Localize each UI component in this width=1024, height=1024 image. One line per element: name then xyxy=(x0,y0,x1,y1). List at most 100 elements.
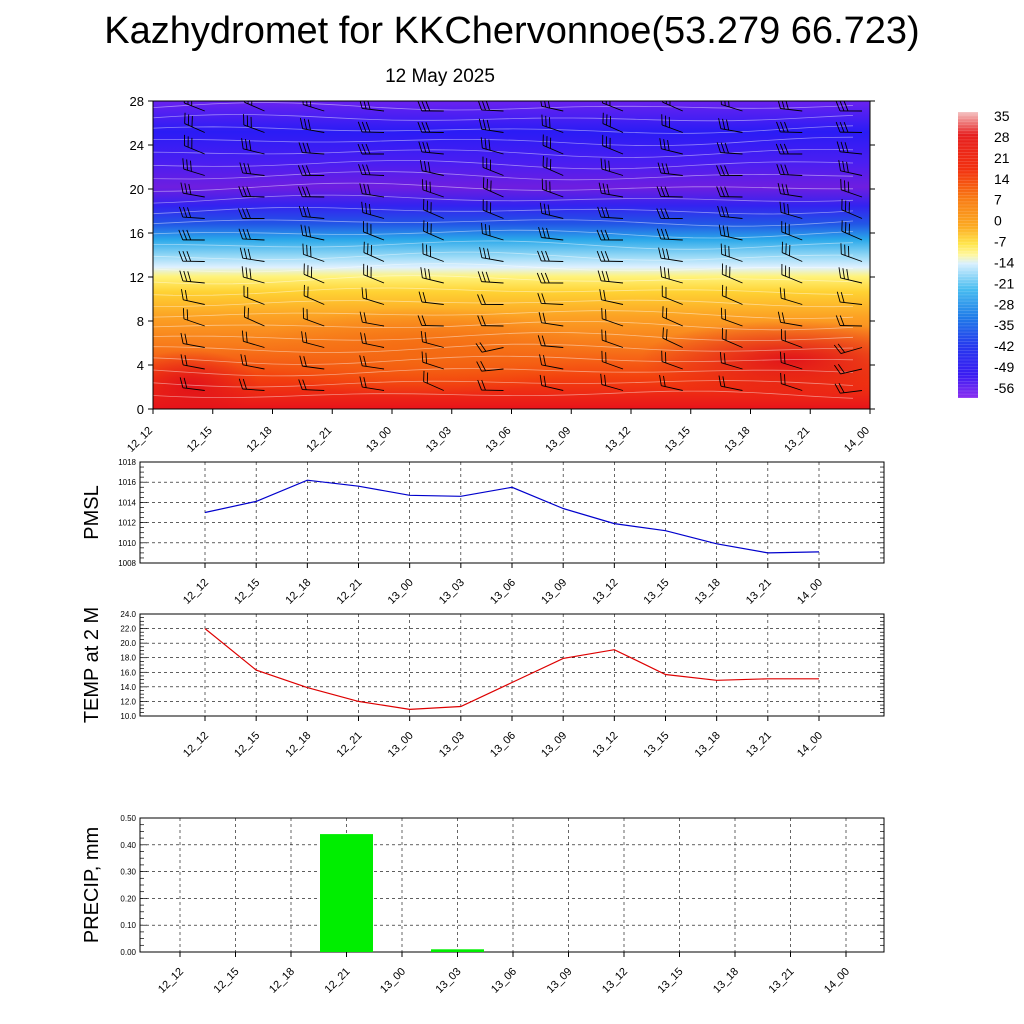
barb-flag xyxy=(542,155,544,167)
barb-flag xyxy=(547,101,551,109)
barb-flag xyxy=(303,356,307,367)
barb-flag xyxy=(837,343,846,353)
wind-barb xyxy=(181,289,205,305)
barb-flag xyxy=(417,121,423,133)
wind-barb xyxy=(299,118,325,133)
colorbar-label: 14 xyxy=(994,171,1010,187)
barb-flag xyxy=(841,199,843,210)
barb-flag xyxy=(596,250,602,262)
barb-flag xyxy=(665,307,668,319)
wind-barb xyxy=(359,311,385,327)
y-tick-label: 0.00 xyxy=(120,948,136,957)
barb-flag xyxy=(120,203,126,214)
wind-barb xyxy=(301,331,325,348)
barb-flag xyxy=(242,228,247,240)
wind-barb xyxy=(179,206,205,219)
contour-line xyxy=(153,320,854,331)
barb-flag xyxy=(305,186,311,197)
wind-barb xyxy=(243,101,265,112)
barb-flag xyxy=(248,139,252,151)
x-tick-label: 13_09 xyxy=(545,966,575,996)
barb-flag xyxy=(725,329,727,341)
barb-flag xyxy=(243,162,248,174)
barb-flag xyxy=(187,271,192,282)
wind-barb xyxy=(118,338,145,350)
wind-barb xyxy=(539,374,564,391)
wind-barb xyxy=(182,308,205,327)
barb-flag xyxy=(426,222,429,233)
wind-barb xyxy=(297,165,325,176)
barb-flag xyxy=(363,355,367,367)
wind-barbs xyxy=(118,101,863,394)
wind-barb xyxy=(357,121,385,133)
barb-flag xyxy=(301,186,307,197)
barb-flag xyxy=(482,199,484,211)
barb-flag xyxy=(840,292,845,303)
barb-flag xyxy=(481,294,486,305)
x-tick-label: 12_18 xyxy=(267,966,297,996)
barb-flag xyxy=(541,114,543,126)
barb-flag xyxy=(179,377,184,388)
barb-flag xyxy=(667,140,670,151)
wind-barb xyxy=(482,156,504,176)
barb-flag xyxy=(187,101,189,105)
barb-flag xyxy=(365,202,368,214)
barb-flag xyxy=(477,271,482,282)
barb-staff xyxy=(123,303,145,304)
barb-flag xyxy=(545,115,547,127)
barb-flag xyxy=(718,224,722,236)
x-tick-label: 13_09 xyxy=(539,577,569,607)
barb-flag xyxy=(178,250,184,262)
barb-flag xyxy=(486,158,488,169)
wind-barb xyxy=(834,383,863,394)
barb-flag xyxy=(541,335,546,347)
barb-flag xyxy=(485,101,490,111)
x-tick-label: 13_18 xyxy=(711,966,741,996)
barb-flag xyxy=(784,121,789,133)
wind-barb xyxy=(420,160,444,176)
barb-flag xyxy=(123,273,127,283)
wind-barb xyxy=(480,137,504,155)
wind-barb xyxy=(601,329,624,348)
colorbar-label: 0 xyxy=(994,213,1002,229)
barb-flag xyxy=(247,163,252,174)
barb-flag xyxy=(719,352,722,363)
barb-flag xyxy=(541,293,546,304)
barb-flag xyxy=(477,294,482,305)
wind-barb xyxy=(482,199,504,219)
wind-barb xyxy=(179,377,205,391)
x-tick-label: 13_21 xyxy=(744,577,774,607)
barb-flag xyxy=(243,248,248,259)
colorbar-label: -49 xyxy=(994,359,1014,375)
wind-barb xyxy=(601,350,624,370)
barb-flag xyxy=(421,101,427,112)
wind-barb xyxy=(721,284,743,305)
x-tick-label: 13_06 xyxy=(488,730,518,760)
barb-flag xyxy=(777,183,781,194)
barb-flag xyxy=(425,352,428,364)
y-tick-label: 0.40 xyxy=(120,841,136,850)
barb-flag xyxy=(602,183,606,194)
barb-flag xyxy=(479,247,483,258)
wind-barb xyxy=(418,291,444,305)
barb-flag xyxy=(724,142,729,154)
wind-barb xyxy=(119,251,145,262)
barb-flag xyxy=(784,164,789,175)
barb-flag xyxy=(665,101,668,104)
contour-line xyxy=(153,343,854,353)
hot-region xyxy=(640,320,870,400)
barb-flag xyxy=(842,268,845,279)
barb-flag xyxy=(836,291,841,303)
barb-flag xyxy=(366,265,368,277)
barb-flag xyxy=(243,285,245,297)
barb-flag xyxy=(358,101,363,109)
barb-flag xyxy=(187,136,189,148)
barb-flag xyxy=(421,179,424,190)
barb-flag xyxy=(542,227,546,239)
barb-flag xyxy=(180,182,184,194)
barb-flag xyxy=(725,206,729,218)
barb-flag xyxy=(845,222,847,233)
wind-barb xyxy=(478,118,504,133)
barb-flag xyxy=(656,208,662,219)
